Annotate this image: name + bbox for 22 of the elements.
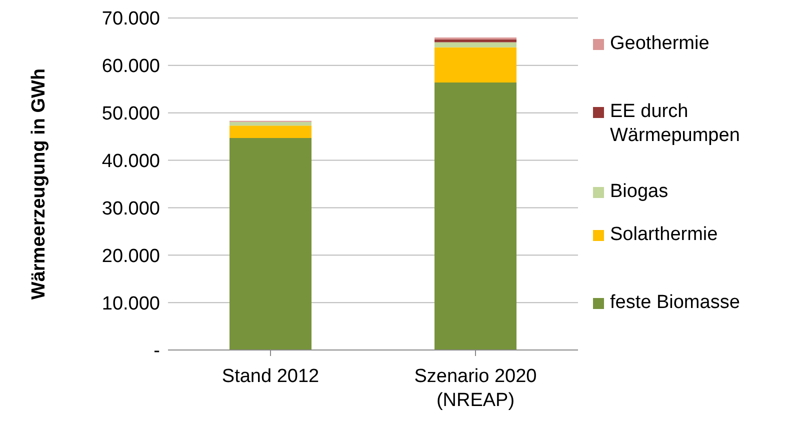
y-tick-label: 40.000: [102, 151, 160, 172]
bar: [230, 122, 312, 126]
bar: [434, 47, 516, 83]
x-tick-label: Stand 2012: [222, 366, 320, 387]
legend-label: feste Biomasse: [610, 291, 740, 315]
y-tick-label: 20.000: [102, 246, 160, 267]
legend-label: Biogas: [610, 180, 668, 204]
y-tick-label: 60.000: [102, 56, 160, 78]
y-tick-label: 30.000: [102, 198, 160, 220]
y-tick-label: -: [154, 340, 160, 362]
x-tick-label: Szenario 2020 (NREAP): [414, 366, 537, 411]
legend-label: Solarthermie: [610, 223, 718, 247]
bar: [230, 126, 312, 138]
y-tick-label: 10.000: [102, 293, 160, 314]
bar: [434, 42, 516, 48]
legend-label: EE durch Wärmepumpen: [610, 100, 741, 148]
y-axis-title: Wärmeerzeugung in GWh: [28, 68, 50, 300]
legend-label: Geothermie: [610, 32, 710, 56]
bar: [434, 82, 516, 350]
y-tick-label: 70.000: [102, 8, 160, 30]
y-tick-label: 50.000: [102, 104, 160, 125]
bar: [230, 138, 312, 350]
